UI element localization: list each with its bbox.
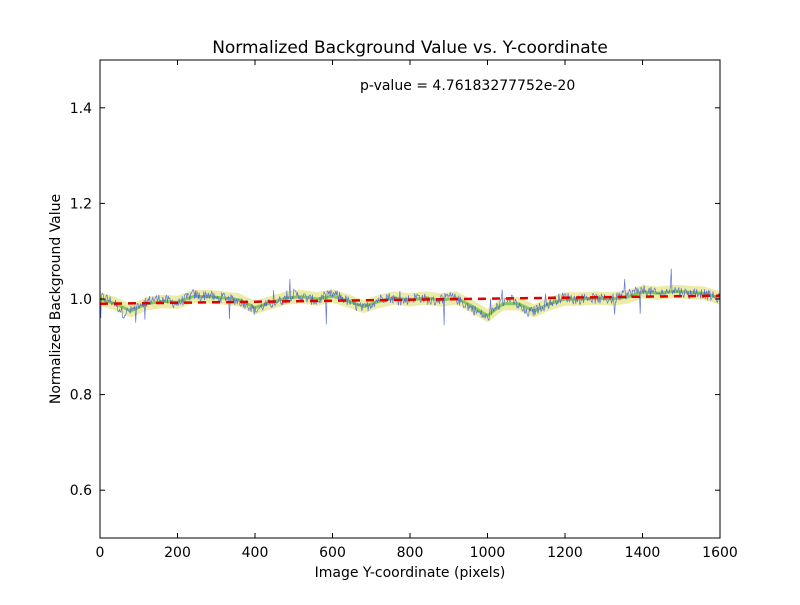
x-tick-label: 600 [319, 545, 346, 561]
x-tick-label: 200 [164, 545, 191, 561]
y-tick-label: 1.4 [70, 101, 92, 117]
y-axis-label: Normalized Background Value [48, 194, 64, 404]
x-tick-label: 1400 [625, 545, 661, 561]
y-tick-label: 1.0 [70, 292, 92, 308]
x-tick-label: 0 [96, 545, 105, 561]
raw-data-layer [99, 268, 721, 326]
y-tick-label: 0.6 [70, 483, 92, 499]
fit-layer [99, 294, 721, 306]
p-value-annotation: p-value = 4.76183277752e-20 [360, 78, 575, 94]
x-tick-label: 800 [397, 545, 424, 561]
raw-series-line [99, 268, 721, 326]
y-tick-label: 0.8 [70, 388, 92, 404]
x-tick-label: 1000 [470, 545, 506, 561]
linear-fit-line [99, 294, 721, 306]
x-tick-label: 400 [242, 545, 269, 561]
x-axis-label: Image Y-coordinate (pixels) [315, 565, 506, 581]
chart-title: Normalized Background Value vs. Y-coordi… [212, 38, 608, 58]
y-tick-label: 1.2 [70, 196, 92, 212]
tick-layer: 0 200 400 600 800 1000 1200 1400 1600 0.6 0.8 1.0 1.… [70, 60, 738, 561]
x-tick-label: 1600 [702, 545, 738, 561]
x-tick-label: 1200 [547, 545, 583, 561]
